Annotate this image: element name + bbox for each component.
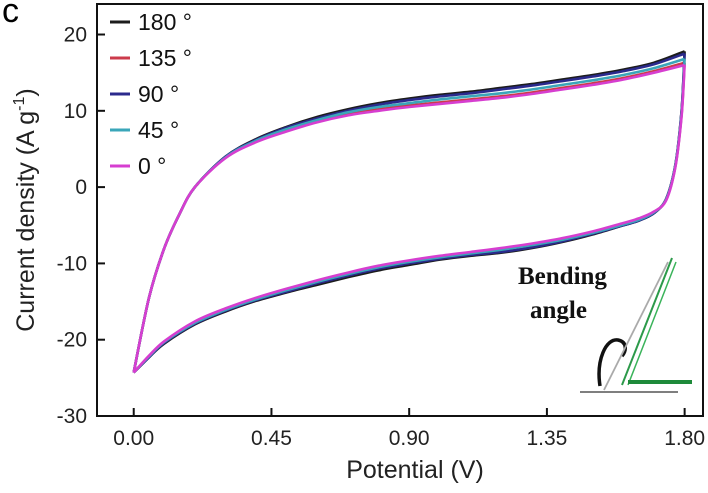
x-tick-label-0: 0.00	[113, 427, 154, 450]
legend-label-4: 0 °	[138, 153, 166, 179]
y-axis-title-sup: -1	[11, 96, 28, 110]
y-axis-title: Current density (A g-1)	[11, 88, 40, 332]
x-tick-label-3: 1.35	[526, 427, 567, 450]
inset-label-angle: angle	[530, 297, 587, 324]
y-tick-label-3: 0	[75, 176, 87, 199]
legend-label-3: 45 °	[138, 117, 179, 143]
y-axis-title-main: Current density (A g	[12, 111, 40, 332]
plot-frame	[96, 3, 704, 417]
y-axis-title-close: )	[12, 88, 40, 96]
series-4-lower-curve	[132, 64, 686, 374]
legend-label-0: 180 °	[138, 9, 192, 35]
legend-label-2: 90 °	[138, 81, 179, 107]
x-tick-label-2: 0.90	[389, 427, 430, 450]
x-tick-label-4: 1.80	[664, 427, 705, 450]
inset-electrode-green-2	[627, 261, 677, 386]
panel-letter: c	[2, 0, 19, 30]
ticks-group: 0.00 0.45 0.90 1.35 1.80 -30 -20 -10 0 10 20	[57, 24, 705, 450]
y-tick-label-0: -30	[57, 405, 87, 428]
legend-label-1: 135 °	[138, 45, 192, 71]
curves-group	[132, 50, 686, 374]
series-1-upper-curve	[132, 61, 685, 373]
series-2-lower-curve	[132, 53, 686, 374]
series-4-upper-curve	[132, 63, 685, 373]
legend: 180 ° 135 ° 90 ° 45 ° 0 °	[110, 9, 192, 179]
y-tick-label-4: 10	[64, 100, 87, 123]
y-tick-label-1: -20	[57, 329, 87, 352]
inset-electrode-green-1	[621, 257, 673, 386]
inset-electrode-grey	[603, 261, 669, 391]
series-2-upper-curve	[132, 52, 686, 373]
series-1-lower-curve	[132, 62, 686, 374]
bending-angle-inset: Bending angle	[518, 257, 692, 393]
x-axis-title: Potential (V)	[346, 456, 484, 484]
inset-substrate-black	[597, 338, 627, 387]
y-tick-label-2: -10	[57, 252, 87, 275]
y-tick-label-5: 20	[64, 24, 87, 47]
inset-label-bending: Bending	[518, 263, 607, 290]
x-tick-label-1: 0.45	[251, 427, 292, 450]
